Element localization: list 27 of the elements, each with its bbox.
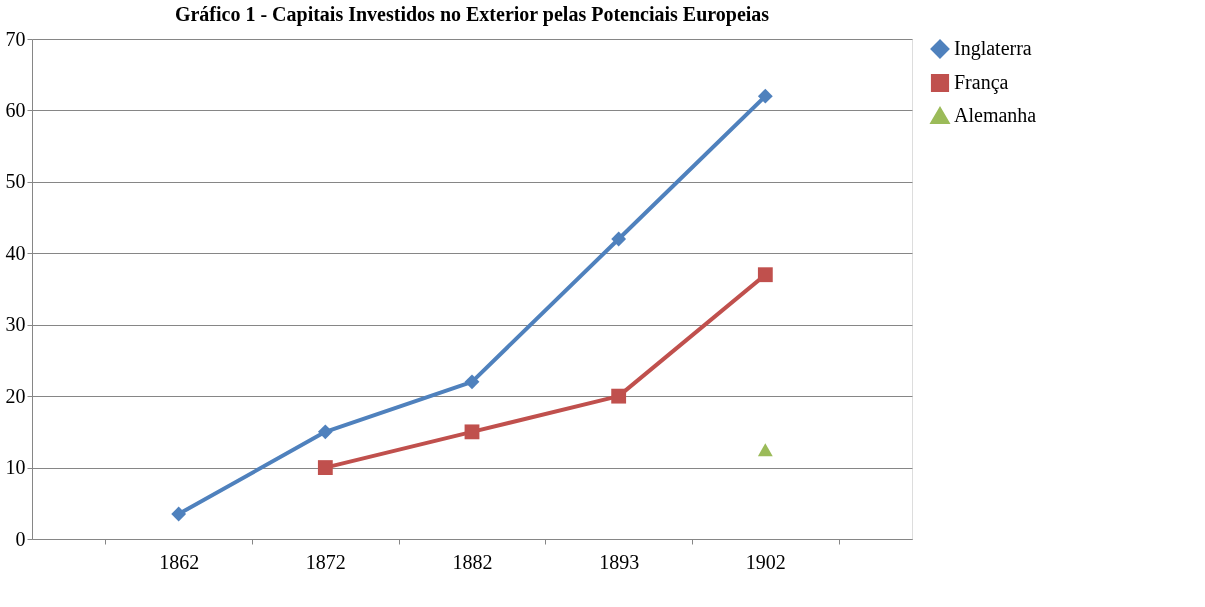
point	[757, 443, 773, 457]
point	[464, 424, 480, 440]
x-tick-label: 1902	[745, 550, 786, 573]
x-tick-label: 1882	[452, 550, 493, 573]
point	[757, 267, 773, 283]
point	[611, 388, 627, 404]
x-tick-label: 1862	[159, 550, 200, 573]
legend-label: Alemanha	[954, 104, 1037, 126]
y-tick-label: 0	[15, 527, 26, 550]
legend-label: Inglaterra	[954, 37, 1032, 60]
y-tick-label: 10	[5, 456, 26, 479]
x-tick-label: 1893	[599, 550, 640, 573]
chart-title: Gráfico 1 - Capitais Investidos no Exterior pelas Potenciais Europeias	[174, 3, 770, 26]
point	[611, 231, 627, 247]
point	[171, 506, 187, 522]
point	[317, 424, 333, 440]
point	[317, 460, 333, 475]
y-tick-label: 70	[5, 27, 26, 50]
x-tick-label: 1872	[305, 550, 346, 573]
y-tick-label: 20	[5, 384, 26, 407]
point	[757, 88, 773, 104]
y-tick-label: 50	[5, 170, 26, 193]
point	[464, 374, 480, 390]
y-tick-label: 60	[5, 98, 26, 121]
y-tick-label: 40	[5, 241, 26, 264]
legend-label: França	[954, 71, 1009, 94]
y-tick-label: 30	[5, 313, 26, 336]
